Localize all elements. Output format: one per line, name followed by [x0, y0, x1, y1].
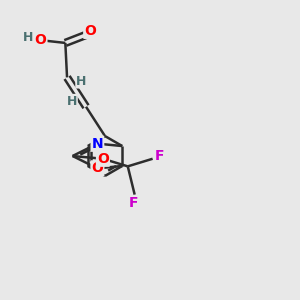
Text: O: O	[34, 33, 46, 47]
Text: H: H	[76, 74, 87, 88]
Text: O: O	[97, 152, 109, 166]
Text: H: H	[66, 95, 77, 108]
Text: F: F	[128, 196, 138, 210]
Text: F: F	[154, 149, 164, 164]
Text: N: N	[92, 136, 103, 151]
Text: O: O	[84, 24, 96, 38]
Text: O: O	[92, 161, 103, 176]
Text: H: H	[23, 31, 33, 44]
